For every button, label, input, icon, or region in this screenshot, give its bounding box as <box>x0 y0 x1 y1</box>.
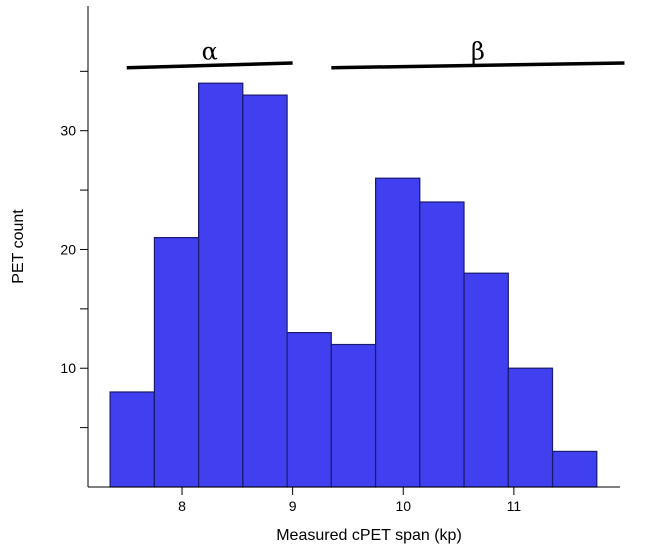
group-label: α <box>202 37 218 65</box>
bars-layer <box>109 82 598 488</box>
histogram-bar <box>507 367 554 488</box>
x-tick-label: 8 <box>178 498 186 514</box>
histogram-bar <box>286 332 332 488</box>
group-span-line <box>331 61 625 70</box>
histogram-bar <box>153 237 200 488</box>
histogram-bar <box>551 450 598 488</box>
x-tick-label: 9 <box>289 498 297 514</box>
histogram-bar <box>375 177 421 488</box>
y-tick-label: 20 <box>60 241 76 257</box>
histogram-bar <box>330 343 377 488</box>
y-tick-label: 10 <box>60 360 76 376</box>
x-tick-label: 11 <box>507 498 522 514</box>
histogram-bar <box>242 94 288 488</box>
group-label: β <box>471 37 485 65</box>
histogram-bar <box>419 201 465 488</box>
histogram-bar <box>109 391 155 488</box>
y-tick-label: 30 <box>60 123 76 139</box>
axes-layer: 10 20 30 8 9 10 11 <box>60 6 620 514</box>
histogram-bar <box>198 82 244 488</box>
x-tick-label: 10 <box>395 498 411 514</box>
x-axis-label: Measured cPET span (kp) <box>276 527 462 544</box>
group-span-line <box>126 61 293 70</box>
histogram-bar <box>463 272 509 488</box>
y-axis-label: PET count <box>10 209 27 284</box>
